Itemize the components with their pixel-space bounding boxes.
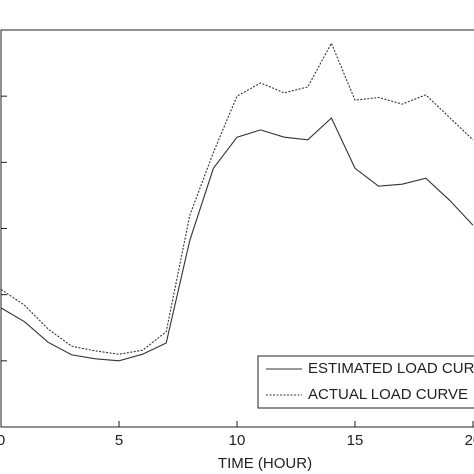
- legend-box: [257, 355, 474, 409]
- series-line: [0, 117, 474, 362]
- legend-label: ESTIMATED LOAD CURVE: [308, 360, 474, 377]
- x-tick-label: 5: [115, 432, 123, 449]
- legend-label: ACTUAL LOAD CURVE: [308, 386, 468, 403]
- x-axis-label: TIME (HOUR): [218, 455, 312, 472]
- x-tick-label: 15: [347, 432, 364, 449]
- x-tick-label: 20: [465, 432, 474, 449]
- x-tick-label: 10: [229, 432, 246, 449]
- x-tick-label: 0: [0, 432, 5, 449]
- series-line: [0, 41, 474, 355]
